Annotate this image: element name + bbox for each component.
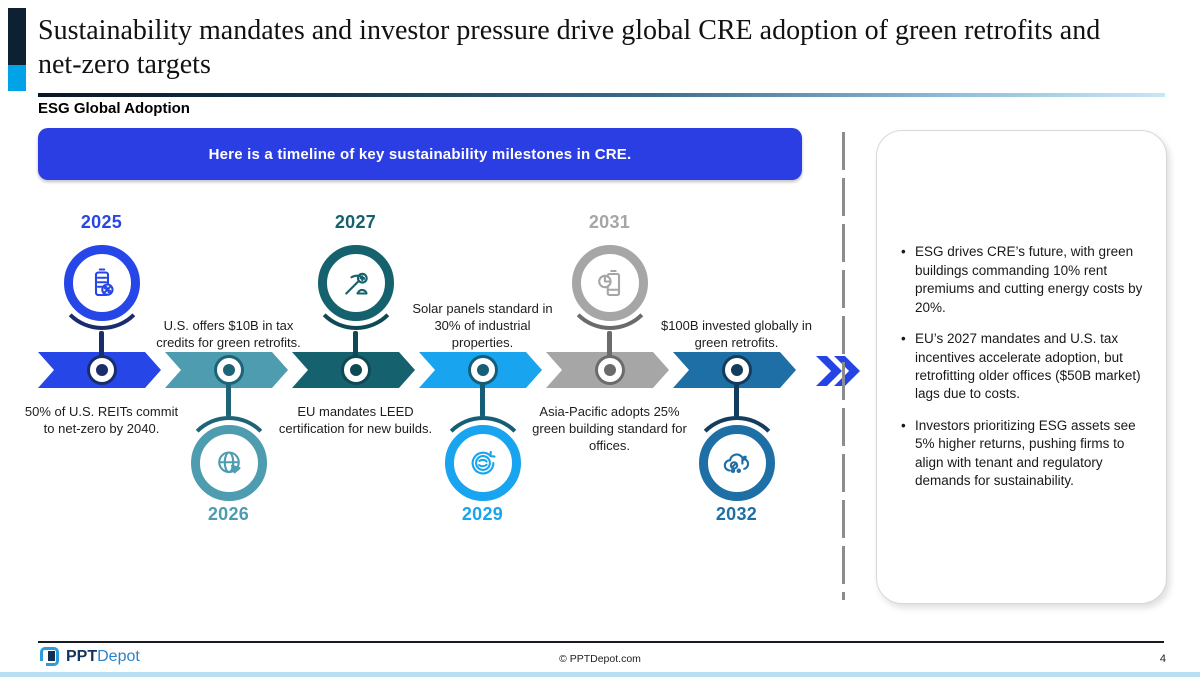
battery-chart-icon	[592, 265, 628, 301]
title-divider	[38, 93, 1165, 97]
milestone-text: Asia-Pacific adopts 25% green building s…	[532, 404, 687, 454]
logo-icon	[39, 647, 59, 667]
timeline: 2025 50% of U.S. REITs commit to net-zero…	[25, 200, 812, 545]
timeline-node	[216, 358, 241, 382]
insight-bullet: Investors prioritizing ESG assets see 5%…	[901, 417, 1146, 491]
logo-text: PPTDepot	[66, 647, 140, 665]
milestone-text: $100B invested globally in green retrofi…	[660, 317, 813, 350]
timeline-node	[343, 358, 368, 382]
milestone-text: Solar panels standard in 30% of industri…	[412, 300, 553, 350]
milestone-year: 2032	[715, 504, 758, 524]
insights-card: ESG drives CRE’s future, with green buil…	[876, 130, 1167, 604]
milestone-arc	[54, 236, 149, 330]
continuation-chevron-icon	[816, 356, 842, 386]
milestone-year: 2027	[334, 212, 377, 232]
milestone-arc	[181, 416, 276, 510]
page-title: Sustainability mandates and investor pre…	[38, 15, 1101, 81]
milestone-circle	[190, 425, 267, 501]
milestone-connector	[99, 331, 104, 370]
milestone-circle	[698, 425, 775, 501]
cloud-eco-icon	[719, 445, 755, 481]
milestone-arc	[689, 416, 784, 510]
footer-copyright: © PPTDepot.com	[559, 653, 641, 665]
timeline-node	[89, 358, 114, 382]
insight-bullet: ESG drives CRE’s future, with green buil…	[901, 243, 1146, 317]
milestone-circle	[571, 245, 648, 321]
milestone-arc	[435, 416, 530, 510]
logo: PPTDepot	[39, 647, 140, 667]
milestone-connector	[734, 370, 739, 417]
milestone-text: 50% of U.S. REITs commit to net-zero by …	[24, 404, 179, 437]
milestone-year: 2025	[80, 212, 123, 232]
headline-banner-text: Here is a timeline of key sustainability…	[208, 145, 632, 163]
footer-divider	[38, 641, 1164, 643]
milestone-year: 2026	[207, 504, 250, 524]
timeline-node	[597, 358, 622, 382]
milestone-connector	[480, 370, 485, 417]
milestone-circle	[63, 245, 140, 321]
corner-accent-navy	[8, 8, 26, 65]
insight-bullet: EU’s 2027 mandates and U.S. tax incentiv…	[901, 330, 1146, 404]
milestone-year: 2031	[588, 212, 631, 232]
pickaxe-icon	[338, 265, 374, 301]
timeline-node	[724, 358, 749, 382]
page-number: 4	[1159, 653, 1166, 665]
bottom-accent-strip	[0, 672, 1200, 677]
battery-eco-icon	[84, 265, 120, 301]
section-label: ESG Global Adoption	[38, 100, 190, 117]
milestone-text: EU mandates LEED certification for new b…	[278, 404, 433, 437]
globe-recycle-icon	[465, 445, 501, 481]
milestone-arc	[308, 236, 403, 330]
milestone-connector	[226, 370, 231, 417]
milestone-circle	[317, 245, 394, 321]
milestone-text: U.S. offers $10B in tax credits for gree…	[156, 317, 301, 350]
insights-list: ESG drives CRE’s future, with green buil…	[877, 243, 1166, 491]
milestone-year: 2029	[461, 504, 504, 524]
globe-icon	[211, 445, 247, 481]
timeline-node	[470, 358, 495, 382]
dashed-separator	[842, 132, 845, 600]
headline-banner: Here is a timeline of key sustainability…	[38, 128, 802, 180]
milestone-connector	[353, 331, 358, 370]
milestone-circle	[444, 425, 521, 501]
milestone-connector	[607, 331, 612, 370]
corner-accent-cyan	[8, 65, 26, 91]
milestone-arc	[562, 236, 657, 330]
